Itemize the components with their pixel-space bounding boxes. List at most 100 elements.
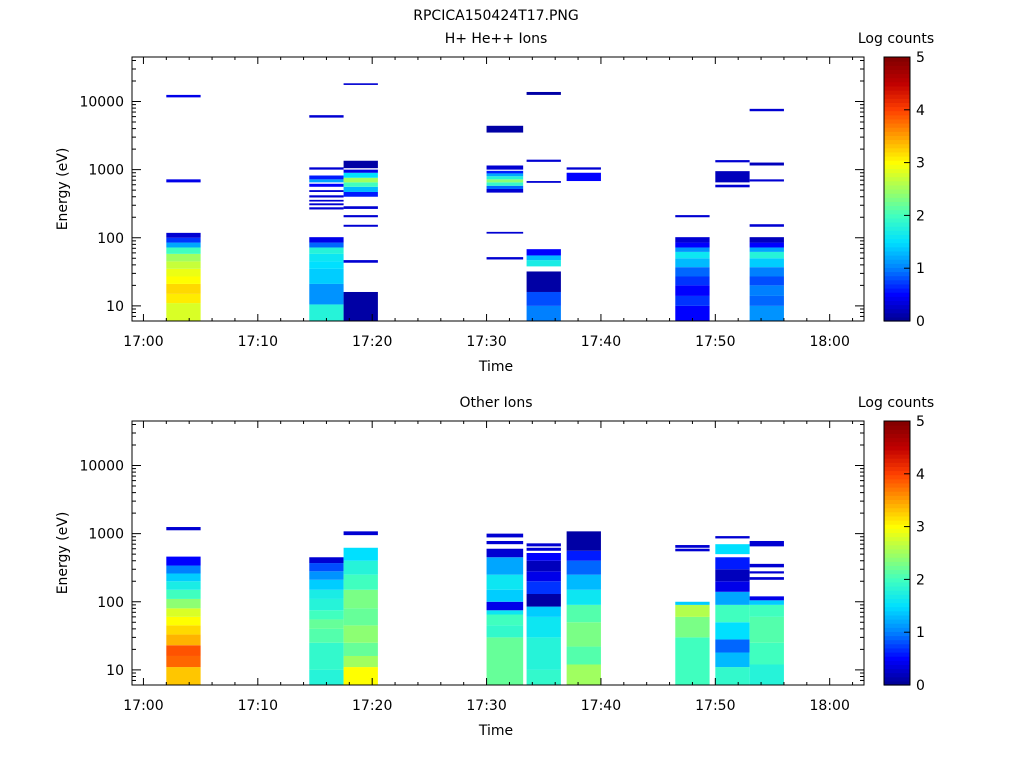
colorbar-swatch [884, 507, 910, 513]
colorbar-swatch [884, 304, 910, 310]
spectrogram-cell [526, 552, 561, 561]
spectrogram-cell [749, 237, 784, 243]
colorbar-swatch [884, 160, 910, 165]
colorbar-swatch [884, 458, 910, 463]
y-tick-label: 10 [106, 663, 124, 679]
spectrogram-cell [715, 667, 750, 685]
spectrogram-cell [526, 606, 561, 617]
spectrogram-cell [486, 165, 524, 170]
colorbar-swatch [884, 73, 910, 79]
spectrogram-cell [566, 574, 601, 590]
spectrogram-cell [309, 199, 344, 202]
spectrogram-cell [309, 304, 344, 321]
panel-other-ions: Other Ions 17:00 17:10 17:20 17:30 17:40 17:5… [55, 395, 934, 739]
spectrogram-cell [715, 544, 750, 555]
x-tick-label: 17:10 [238, 698, 278, 714]
y-tick-label: 10000 [79, 459, 124, 475]
colorbar-swatch [884, 147, 910, 153]
spectrogram-cell [343, 206, 378, 209]
colorbar-tick-label: 3 [916, 520, 925, 536]
spectrogram-cell [566, 622, 601, 647]
y-tick-label: 1000 [88, 527, 124, 543]
colorbar-tick-label: 0 [916, 678, 925, 694]
colorbar-swatch [884, 57, 910, 62]
spectrogram-cell [486, 179, 524, 183]
colorbar-swatch [884, 524, 910, 529]
spectrogram-cell [749, 179, 784, 182]
spectrogram-cell [343, 177, 378, 183]
spectrogram-cell [166, 247, 201, 254]
colorbar-tick-label: 5 [916, 50, 925, 66]
spectrogram-cell [749, 577, 784, 580]
colorbar-swatch [884, 197, 910, 202]
colorbar-swatch [884, 532, 910, 538]
spectrogram-cell [566, 531, 601, 551]
colorbar-swatch [884, 647, 910, 653]
colorbar-swatch [884, 69, 910, 75]
colorbar-swatch [884, 573, 910, 579]
colorbar-swatch [884, 557, 910, 562]
spectrogram-cell [749, 596, 784, 601]
spectrogram-cell [486, 173, 524, 177]
spectrogram-cell [309, 628, 344, 643]
colorbar-swatch [884, 631, 910, 637]
colorbar-swatch [884, 275, 910, 281]
colorbar-swatch [884, 643, 910, 649]
spectrogram-cell [309, 642, 344, 670]
spectrogram-cell [749, 305, 784, 321]
colorbar-swatch [884, 102, 910, 108]
colorbar-swatch [884, 421, 910, 426]
spectrogram-cells [166, 527, 784, 685]
spectrogram-cell [675, 545, 710, 548]
spectrogram-cell [309, 283, 344, 305]
colorbar-swatch [884, 234, 910, 240]
colorbar-tick-label: 0 [916, 314, 925, 330]
spectrogram-cell [166, 293, 201, 304]
colorbar-swatch [884, 172, 910, 178]
y-tick-label: 10 [106, 299, 124, 315]
spectrogram-cell [675, 601, 710, 605]
spectrogram-cell [715, 184, 750, 188]
colorbar-swatch [884, 123, 910, 128]
colorbar-swatch [884, 143, 910, 149]
spectrogram-cell [526, 305, 561, 321]
spectrogram-cell [343, 625, 378, 643]
x-tick-label: 17:30 [466, 334, 506, 350]
colorbar-swatch [884, 292, 910, 297]
spectrogram-cell [566, 550, 601, 561]
spectrogram-cell [749, 108, 784, 112]
spectrogram-cell [486, 176, 524, 180]
spectrogram-cell [486, 185, 524, 189]
spectrogram-cell [343, 291, 378, 321]
colorbar-swatch [884, 581, 910, 587]
colorbar-swatch [884, 259, 910, 264]
spectrogram-cell [309, 183, 344, 187]
spectrogram-cell [675, 237, 710, 243]
x-tick-label: 17:00 [123, 334, 163, 350]
colorbar-swatch [884, 614, 910, 620]
spectrogram-cell [526, 560, 561, 572]
colorbar-swatch [884, 664, 910, 670]
spectrogram-cell [343, 560, 378, 575]
spectrogram-cell [715, 160, 750, 163]
spectrogram-cell [749, 563, 784, 568]
spectrogram-cell [486, 125, 524, 133]
y-tick-label: 100 [97, 231, 124, 247]
colorbar-swatch [884, 139, 910, 145]
colorbar-label: Log counts [858, 31, 934, 47]
spectrogram-cell [343, 574, 378, 590]
spectrogram-cell [566, 167, 601, 170]
spectrogram-cell [343, 224, 378, 227]
colorbar-swatch [884, 255, 910, 260]
spectrogram-cell [309, 557, 344, 564]
spectrogram-cell [526, 255, 561, 261]
colorbar: 0 1 2 3 4 5 [883, 50, 925, 330]
panel-title: Other Ions [459, 395, 532, 411]
colorbar-swatch [884, 668, 910, 674]
spectrogram-cell [675, 215, 710, 218]
spectrogram-cell [343, 215, 378, 218]
spectrogram-cell [486, 574, 524, 590]
spectrogram-cell [166, 616, 201, 626]
spectrogram-cell [749, 642, 784, 665]
